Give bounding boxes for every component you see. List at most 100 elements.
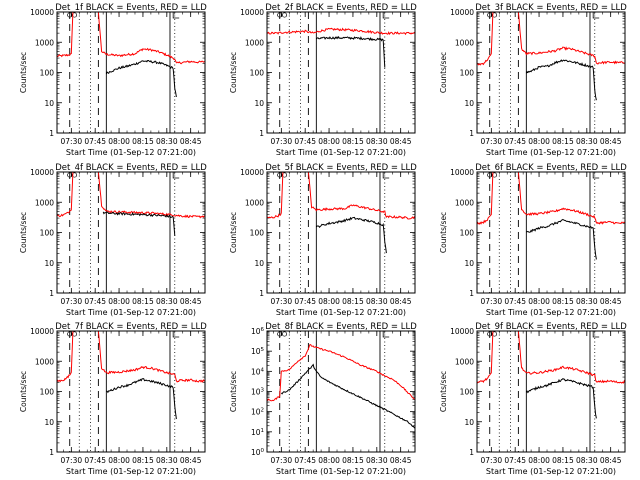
panel-title: Det_3f BLACK = Events, RED = LLD bbox=[475, 3, 627, 13]
x-tick-label: 08:15 bbox=[342, 297, 364, 306]
y-tick-label: 100 bbox=[251, 448, 265, 457]
y-tick-label: 1 bbox=[49, 448, 54, 457]
x-axis-label: Start Time (01-Sep-12 07:21:00) bbox=[66, 467, 196, 476]
black-events-series bbox=[526, 218, 597, 260]
y-tick-label: 10000 bbox=[30, 8, 54, 17]
y-tick-label: 100 bbox=[40, 69, 55, 78]
x-tick-label: 08:15 bbox=[132, 137, 154, 146]
bracket-marker bbox=[592, 12, 600, 19]
panel-title: Det_6f BLACK = Events, RED = LLD bbox=[475, 163, 627, 173]
panel-4: Det_4f BLACK = Events, RED = LLD Counts/s… bbox=[19, 163, 207, 317]
y-axis-label: Counts/sec bbox=[229, 52, 238, 93]
event-marker bbox=[67, 172, 73, 178]
x-tick-label: 08:45 bbox=[600, 137, 622, 146]
y-axis-label: Counts/sec bbox=[229, 371, 238, 412]
x-tick-label: 08:30 bbox=[366, 456, 388, 465]
y-tick-label: 10000 bbox=[30, 327, 54, 336]
y-tick-label: 1 bbox=[259, 129, 264, 138]
y-tick-label: 10 bbox=[464, 259, 474, 268]
x-axis-label: Start Time (01-Sep-12 07:21:00) bbox=[486, 148, 616, 157]
bracket-marker bbox=[382, 12, 390, 19]
y-tick-label: 10000 bbox=[240, 168, 264, 177]
x-tick-label: 08:45 bbox=[180, 456, 202, 465]
x-tick-label: 08:00 bbox=[108, 297, 130, 306]
x-tick-label: 08:00 bbox=[318, 137, 340, 146]
x-tick-label: 07:45 bbox=[294, 456, 316, 465]
x-tick-label: 08:45 bbox=[600, 456, 622, 465]
y-axis-label: Counts/sec bbox=[439, 371, 448, 412]
event-marker bbox=[281, 12, 288, 18]
y-tick-label: 10000 bbox=[450, 327, 474, 336]
x-tick-label: 08:00 bbox=[528, 137, 550, 146]
y-axis-label: Counts/sec bbox=[19, 371, 28, 412]
bracket-marker bbox=[592, 331, 600, 338]
x-tick-label: 08:45 bbox=[390, 456, 412, 465]
x-tick-label: 08:15 bbox=[552, 297, 574, 306]
y-tick-label: 1 bbox=[49, 289, 54, 298]
x-tick-label: 08:30 bbox=[576, 456, 598, 465]
event-marker bbox=[281, 331, 288, 337]
bracket-marker bbox=[382, 331, 390, 338]
panel-title: Det_4f BLACK = Events, RED = LLD bbox=[55, 163, 207, 173]
y-axis-label: Counts/sec bbox=[439, 52, 448, 93]
y-tick-label: 100 bbox=[250, 69, 265, 78]
y-tick-label: 1 bbox=[259, 289, 264, 298]
x-tick-label: 08:30 bbox=[366, 297, 388, 306]
panel-3: Det_3f BLACK = Events, RED = LLD Counts/s… bbox=[439, 3, 627, 157]
y-axis-label: Counts/sec bbox=[229, 212, 238, 253]
x-tick-label: 08:45 bbox=[390, 297, 412, 306]
x-tick-label: 08:00 bbox=[108, 137, 130, 146]
event-marker bbox=[277, 172, 283, 178]
x-tick-label: 08:00 bbox=[318, 297, 340, 306]
panel-7: Det_7f BLACK = Events, RED = LLD Counts/s… bbox=[19, 322, 207, 476]
x-axis-label: Start Time (01-Sep-12 07:21:00) bbox=[276, 467, 406, 476]
red-lld-series bbox=[266, 343, 416, 402]
panel-title: Det_9f BLACK = Events, RED = LLD bbox=[475, 322, 627, 332]
bracket-marker bbox=[382, 172, 390, 179]
x-tick-label: 07:45 bbox=[84, 137, 106, 146]
x-tick-label: 07:30 bbox=[61, 297, 83, 306]
x-tick-label: 07:45 bbox=[504, 456, 526, 465]
x-tick-label: 08:45 bbox=[600, 297, 622, 306]
x-tick-label: 07:30 bbox=[61, 137, 83, 146]
y-tick-label: 1000 bbox=[245, 198, 264, 207]
x-tick-label: 08:15 bbox=[552, 137, 574, 146]
x-tick-label: 08:45 bbox=[180, 137, 202, 146]
y-tick-label: 1000 bbox=[455, 357, 474, 366]
x-tick-label: 08:30 bbox=[576, 297, 598, 306]
x-tick-label: 08:30 bbox=[156, 297, 178, 306]
black-events-series bbox=[280, 363, 416, 429]
plot-frame bbox=[266, 11, 416, 134]
plot-frame bbox=[476, 171, 626, 294]
x-tick-label: 08:15 bbox=[342, 137, 364, 146]
x-axis-label: Start Time (01-Sep-12 07:21:00) bbox=[276, 148, 406, 157]
y-tick-label: 100 bbox=[460, 69, 475, 78]
x-tick-label: 08:45 bbox=[390, 137, 412, 146]
panel-title: Det_2f BLACK = Events, RED = LLD bbox=[265, 3, 417, 13]
x-tick-label: 08:15 bbox=[342, 456, 364, 465]
x-tick-label: 08:30 bbox=[576, 137, 598, 146]
y-tick-label: 105 bbox=[251, 347, 265, 356]
y-tick-label: 1 bbox=[469, 289, 474, 298]
black-events-series bbox=[525, 378, 597, 419]
panel-8: Det_8f BLACK = Events, RED = LLD Counts/s… bbox=[229, 322, 417, 476]
y-tick-label: 1000 bbox=[35, 357, 54, 366]
y-tick-label: 10 bbox=[464, 99, 474, 108]
x-tick-label: 07:45 bbox=[294, 137, 316, 146]
plot-frame bbox=[266, 171, 416, 294]
event-marker bbox=[277, 331, 283, 337]
y-tick-label: 10000 bbox=[450, 8, 474, 17]
panel-2: Det_2f BLACK = Events, RED = LLD Counts/s… bbox=[229, 3, 417, 157]
y-tick-label: 100 bbox=[460, 388, 475, 397]
black-events-series bbox=[102, 211, 176, 236]
x-axis-label: Start Time (01-Sep-12 07:21:00) bbox=[486, 467, 616, 476]
y-tick-label: 10000 bbox=[240, 8, 264, 17]
y-tick-label: 100 bbox=[40, 388, 55, 397]
panel-title: Det_5f BLACK = Events, RED = LLD bbox=[265, 163, 417, 173]
red-lld-series bbox=[266, 27, 416, 36]
x-tick-label: 08:15 bbox=[132, 456, 154, 465]
x-tick-label: 08:00 bbox=[528, 297, 550, 306]
x-tick-label: 07:30 bbox=[271, 137, 293, 146]
panel-1: Det_1f BLACK = Events, RED = LLD Counts/s… bbox=[19, 3, 207, 157]
